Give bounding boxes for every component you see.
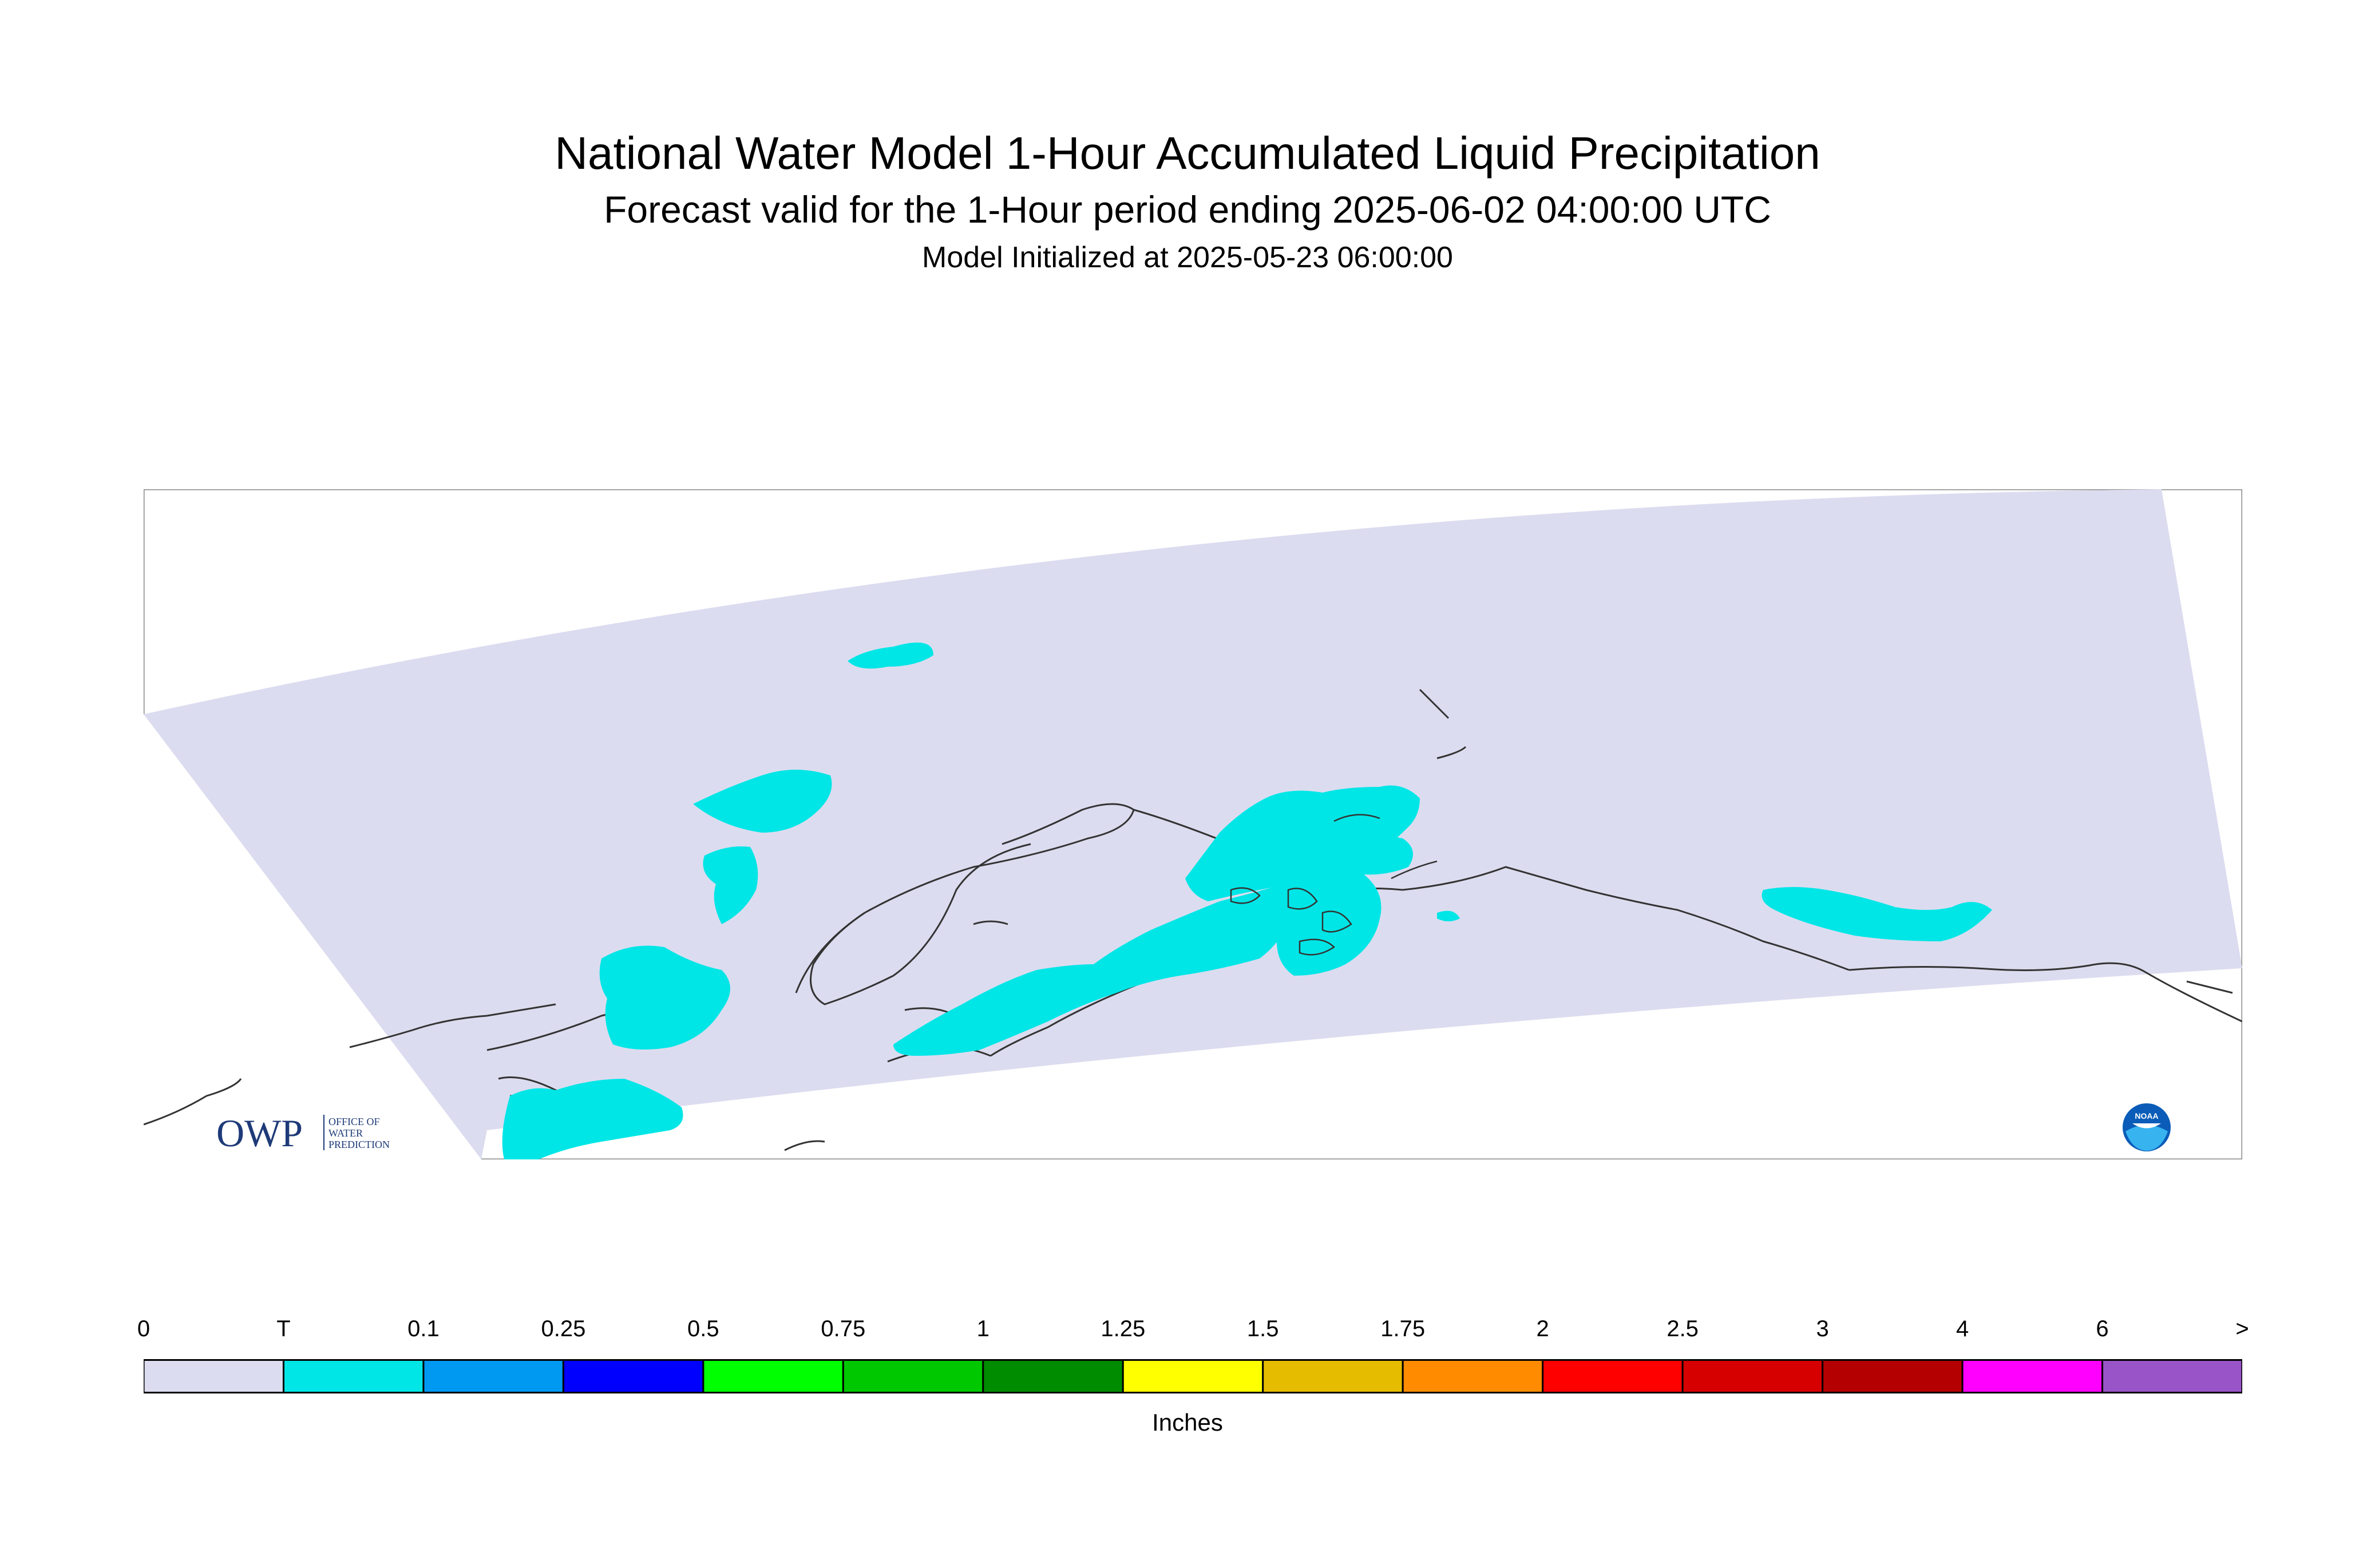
colorbar-swatch: [842, 1359, 984, 1393]
noaa-logo-graphic: NOAA: [2123, 1103, 2171, 1151]
svg-text:PREDICTION: PREDICTION: [328, 1139, 390, 1150]
colorbar-tick-label: 2.5: [1667, 1316, 1699, 1341]
colorbar-tick-label: 1: [976, 1316, 989, 1341]
colorbar-tick-label: 1.75: [1380, 1316, 1426, 1341]
colorbar-tick-label: 0.25: [541, 1316, 586, 1341]
colorbar-swatch: [282, 1359, 425, 1393]
colorbar-swatch: [1402, 1359, 1544, 1393]
owp-logo-graphic: OWP OFFICE OF WATER PREDICTION: [216, 1111, 390, 1155]
colorbar-tick-label: 1.5: [1246, 1316, 1279, 1341]
svg-text:NOAA: NOAA: [2135, 1111, 2158, 1120]
colorbar-swatch: [562, 1359, 704, 1393]
legend-labels: 0 T 0.1 0.25 0.5 0.75 1 1.25 1.5 1.75 2 2.5 3 4 6 >: [0, 1316, 2375, 1351]
colorbar-swatch: [1542, 1359, 1684, 1393]
colorbar-swatch: [702, 1359, 844, 1393]
svg-text:WATER: WATER: [328, 1127, 363, 1139]
island-outlines: [1230, 814, 1438, 956]
colorbar-swatch: [1262, 1359, 1404, 1393]
colorbar-swatch: [982, 1359, 1124, 1393]
colorbar-tick-label: 0.75: [821, 1316, 866, 1341]
colorbar-tick-label: 0.1: [407, 1316, 440, 1341]
colorbar-tick-label: 0.5: [687, 1316, 719, 1341]
map-title: National Water Model 1-Hour Accumulated …: [555, 128, 1820, 179]
owp-logo: OWP OFFICE OF WATER PREDICTION: [216, 1109, 422, 1158]
colorbar-tick-label: 4: [1956, 1316, 1969, 1341]
colorbar-swatch: [144, 1359, 284, 1393]
colorbar-tick-label: 1.25: [1101, 1316, 1146, 1341]
model-init-text: Model Initialized at 2025-05-23 06:00:00: [922, 241, 1453, 274]
noaa-logo: NOAA: [2121, 1102, 2172, 1156]
colorbar-swatch: [422, 1359, 564, 1393]
colorbar-tick-label: 6: [2096, 1316, 2109, 1341]
precip-trace-areas: [502, 642, 1992, 1159]
precipitation-map: [144, 489, 2242, 1159]
svg-text:OFFICE OF: OFFICE OF: [328, 1116, 380, 1127]
colorbar-tick-label: 3: [1816, 1316, 1829, 1341]
legend-units: Inches: [1152, 1409, 1223, 1436]
colorbar-swatch: [1681, 1359, 1824, 1393]
colorbar: [144, 1359, 2242, 1393]
colorbar-swatch: [2101, 1359, 2242, 1393]
colorbar-tick-label: T: [276, 1316, 291, 1341]
colorbar-tick-label: 2: [1536, 1316, 1549, 1341]
colorbar-swatch: [1822, 1359, 1964, 1393]
colorbar-tick-label: >: [2235, 1316, 2249, 1341]
colorbar-tick-label: 0: [137, 1316, 151, 1341]
svg-text:OWP: OWP: [216, 1111, 303, 1155]
map-subtitle: Forecast valid for the 1-Hour period end…: [604, 188, 1771, 231]
colorbar-swatch: [1961, 1359, 2104, 1393]
colorbar-swatch: [1122, 1359, 1264, 1393]
